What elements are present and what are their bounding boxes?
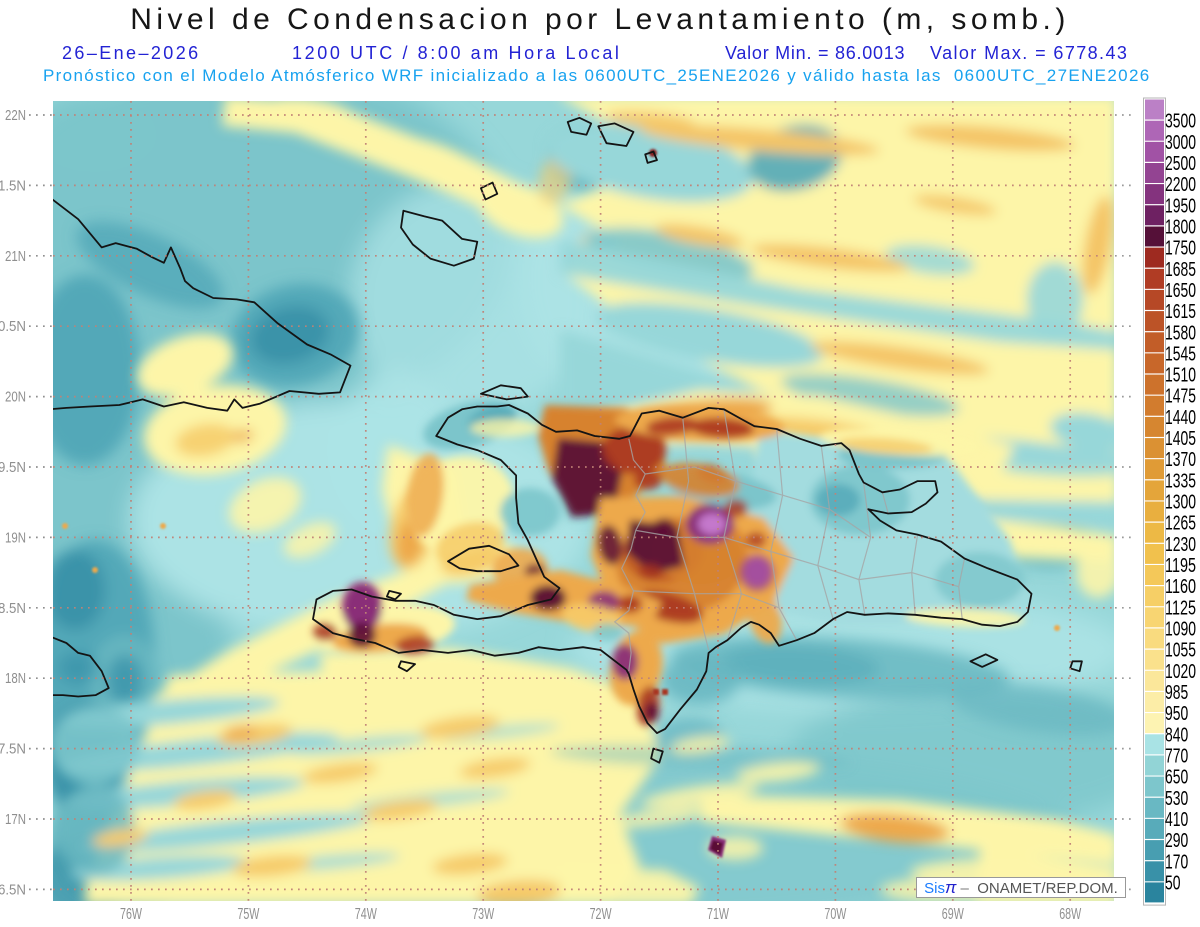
svg-text:1685: 1685 — [1165, 259, 1196, 281]
svg-text:1020: 1020 — [1165, 661, 1196, 683]
svg-text:8.5N: 8.5N — [0, 601, 26, 617]
svg-text:1510: 1510 — [1165, 365, 1196, 387]
svg-text:1950: 1950 — [1165, 195, 1196, 217]
svg-text:1615: 1615 — [1165, 301, 1196, 323]
svg-text:1440: 1440 — [1165, 407, 1196, 429]
svg-text:985: 985 — [1165, 682, 1188, 704]
svg-text:1335: 1335 — [1165, 470, 1196, 492]
svg-text:71W: 71W — [707, 906, 730, 923]
svg-text:290: 290 — [1165, 830, 1188, 852]
svg-text:74W: 74W — [355, 906, 378, 923]
svg-text:1125: 1125 — [1165, 597, 1196, 619]
svg-text:1300: 1300 — [1165, 492, 1196, 514]
svg-text:6.5N: 6.5N — [0, 882, 26, 898]
svg-text:1370: 1370 — [1165, 449, 1196, 471]
svg-text:840: 840 — [1165, 724, 1188, 746]
svg-text:1405: 1405 — [1165, 428, 1196, 450]
svg-text:3000: 3000 — [1165, 132, 1196, 154]
svg-text:1580: 1580 — [1165, 322, 1196, 344]
svg-text:20N: 20N — [5, 390, 26, 406]
svg-text:770: 770 — [1165, 746, 1188, 768]
svg-text:1475: 1475 — [1165, 386, 1196, 408]
svg-text:75W: 75W — [237, 906, 260, 923]
svg-text:50: 50 — [1165, 872, 1181, 894]
svg-text:7.5N: 7.5N — [0, 742, 26, 758]
svg-text:19N: 19N — [5, 530, 26, 546]
svg-text:1090: 1090 — [1165, 619, 1196, 641]
svg-text:2500: 2500 — [1165, 153, 1196, 175]
svg-text:1.5N: 1.5N — [0, 178, 26, 194]
svg-text:22N: 22N — [5, 108, 26, 124]
svg-text:1800: 1800 — [1165, 217, 1196, 239]
svg-text:76W: 76W — [120, 906, 143, 923]
svg-text:9.5N: 9.5N — [0, 460, 26, 476]
svg-text:21N: 21N — [5, 249, 26, 265]
svg-text:1545: 1545 — [1165, 343, 1196, 365]
svg-text:69W: 69W — [942, 906, 965, 923]
svg-text:1160: 1160 — [1165, 576, 1196, 598]
svg-text:650: 650 — [1165, 767, 1188, 789]
svg-text:68W: 68W — [1059, 906, 1082, 923]
svg-text:72W: 72W — [590, 906, 613, 923]
svg-text:1230: 1230 — [1165, 534, 1196, 556]
svg-text:0.5N: 0.5N — [0, 319, 26, 335]
svg-text:950: 950 — [1165, 703, 1188, 725]
svg-text:17N: 17N — [5, 812, 26, 828]
svg-text:3500: 3500 — [1165, 111, 1196, 133]
svg-text:1750: 1750 — [1165, 238, 1196, 260]
svg-text:1195: 1195 — [1165, 555, 1196, 577]
svg-text:73W: 73W — [472, 906, 495, 923]
svg-text:18N: 18N — [5, 671, 26, 687]
svg-text:170: 170 — [1165, 851, 1188, 873]
svg-text:1265: 1265 — [1165, 513, 1196, 535]
svg-text:2200: 2200 — [1165, 174, 1196, 196]
svg-text:410: 410 — [1165, 809, 1188, 831]
svg-text:1055: 1055 — [1165, 640, 1196, 662]
svg-text:70W: 70W — [824, 906, 847, 923]
svg-text:530: 530 — [1165, 788, 1188, 810]
svg-text:1650: 1650 — [1165, 280, 1196, 302]
